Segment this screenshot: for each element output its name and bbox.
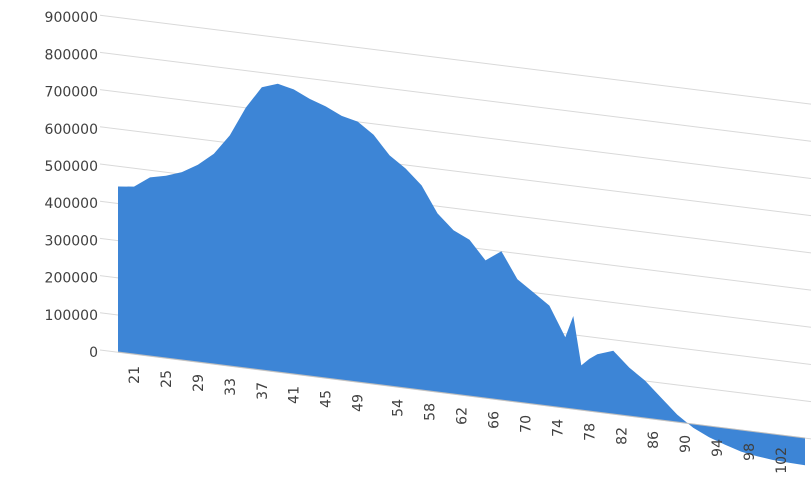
y-tick-label: 0 <box>89 345 98 361</box>
x-tick-label: 82 <box>614 427 630 445</box>
x-tick-label: 90 <box>678 435 694 453</box>
x-tick-label: 41 <box>287 386 303 404</box>
y-axis: 0 100000 200000 300000 400000 500000 600000 700… <box>45 10 98 361</box>
x-tick-label: 102 <box>774 447 790 474</box>
plot-area <box>117 83 806 466</box>
y-tick-label: 900000 <box>45 10 98 26</box>
x-tick-label: 94 <box>710 439 726 457</box>
y-tick-label: 400000 <box>45 196 98 212</box>
x-tick-label: 54 <box>391 399 407 417</box>
x-tick-label: 62 <box>455 407 471 425</box>
x-tick-label: 49 <box>351 394 367 412</box>
x-tick-label: 37 <box>255 382 271 400</box>
gridline-600000 <box>99 126 811 217</box>
x-axis: 21 25 29 33 37 41 45 49 54 58 62 66 70 74 78 82 86 90 94 98… <box>127 366 790 474</box>
x-tick-label: 33 <box>223 378 239 396</box>
x-tick-label: 29 <box>191 374 207 392</box>
x-tick-label: 98 <box>742 443 758 461</box>
gridline-800000 <box>99 51 811 142</box>
y-tick-label: 800000 <box>45 47 98 63</box>
x-tick-label: 58 <box>423 403 439 421</box>
x-tick-label: 45 <box>319 390 335 408</box>
x-axis-line <box>117 351 806 439</box>
gridline-700000 <box>99 89 811 179</box>
y-tick-label: 600000 <box>45 122 98 138</box>
x-tick-label: 78 <box>582 423 598 441</box>
y-tick-label: 200000 <box>45 271 98 287</box>
gridline-900000 <box>99 14 811 105</box>
x-tick-label: 70 <box>518 415 534 433</box>
x-tick-label: 66 <box>486 411 502 429</box>
x-tick-label: 74 <box>550 419 566 437</box>
x-tick-label: 21 <box>127 366 143 384</box>
x-tick-label: 86 <box>646 431 662 449</box>
y-tick-label: 300000 <box>45 233 98 249</box>
y-tick-label: 500000 <box>45 159 98 175</box>
x-tick-label: 25 <box>159 370 175 388</box>
y-tick-label: 700000 <box>45 85 98 101</box>
y-tick-label: 100000 <box>45 308 98 324</box>
area-series <box>118 83 805 466</box>
